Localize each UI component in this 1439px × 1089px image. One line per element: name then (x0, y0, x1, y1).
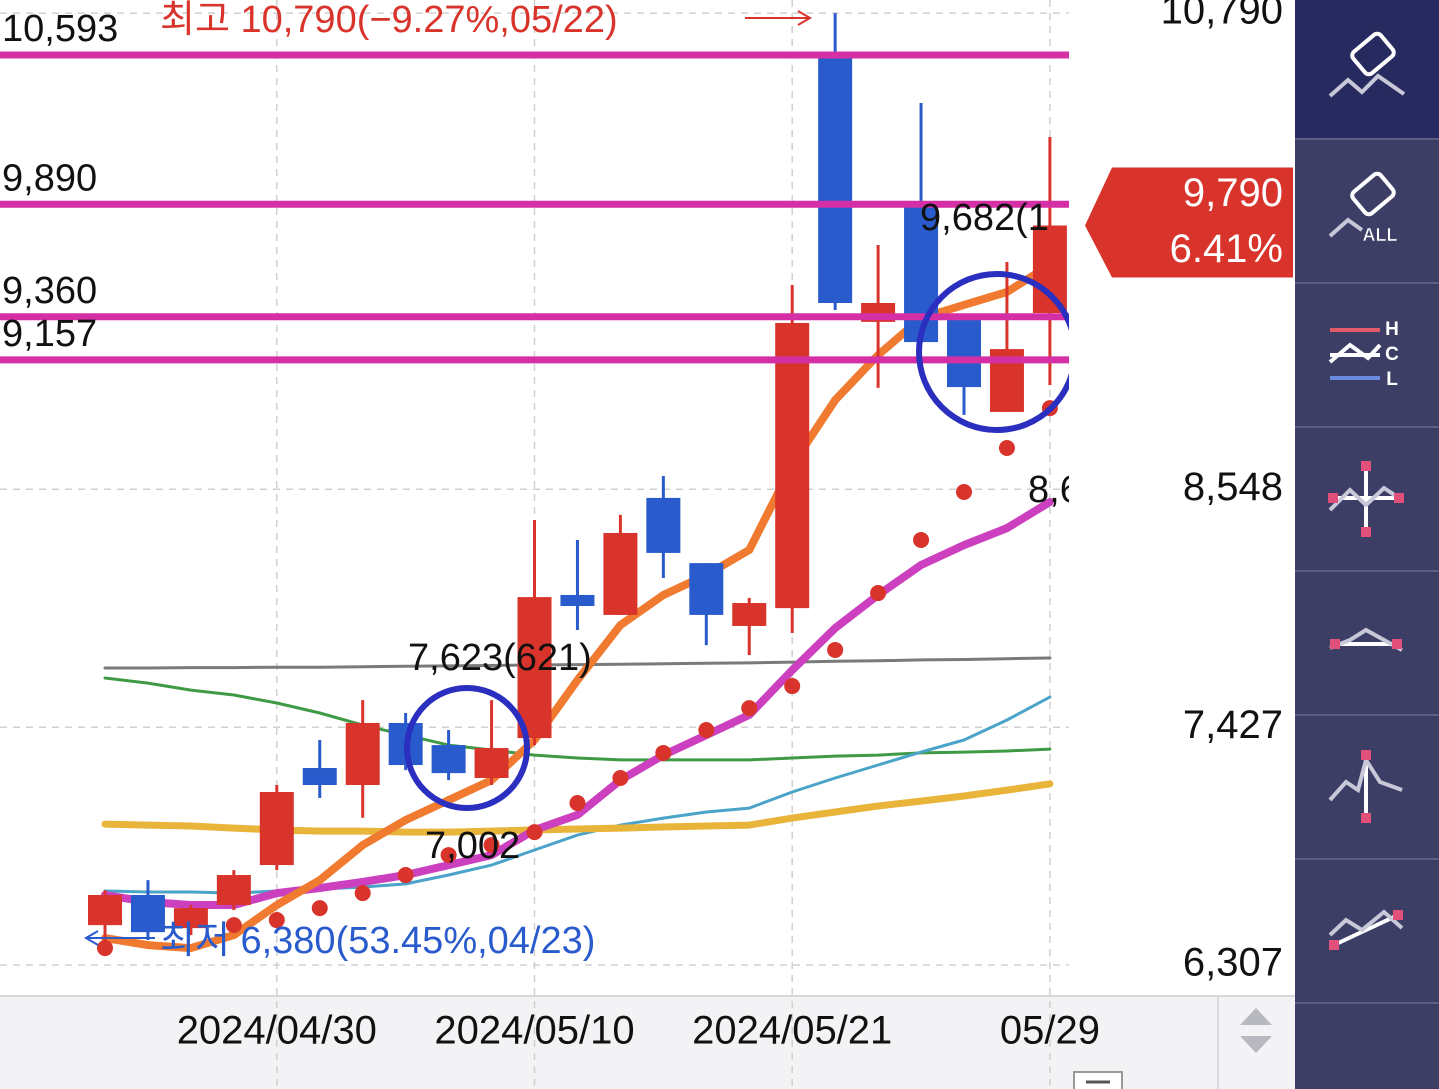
price-line-label: 9,157 (2, 313, 97, 355)
candle-body (173, 908, 208, 929)
toolbar-item-active[interactable] (1295, 0, 1439, 138)
sar-dot (440, 847, 457, 864)
x-tick-label: 2024/05/21 (692, 1009, 892, 1053)
sar-dot (354, 885, 371, 902)
ma-line (103, 695, 1052, 895)
current-price: 9,790 (1183, 171, 1283, 215)
annotation-arrowhead (84, 930, 99, 946)
sar-dot (870, 585, 887, 602)
highlight-circle (916, 271, 1069, 433)
candle-body (560, 594, 595, 607)
sar-dot (698, 722, 715, 739)
candle-body (818, 56, 853, 304)
y-tick-label: 8,548 (1183, 465, 1283, 509)
annotation: 7,623(621) (408, 637, 592, 679)
highlight-circle (404, 685, 530, 811)
y-tick-label: 10,790 (1161, 0, 1283, 33)
price-line-label: 9,890 (2, 157, 97, 199)
toolbar-dividers (1295, 138, 1439, 1004)
annotation: 최고 10,790(−9.27%,05/22) (160, 0, 618, 41)
sar-dot (655, 744, 672, 761)
sar-dot (483, 837, 500, 854)
x-tick-label: 05/29 (1000, 1009, 1100, 1053)
sar-dot (97, 940, 113, 957)
price-line-label: 9,360 (2, 270, 97, 312)
scroll-up[interactable] (1240, 1008, 1272, 1025)
sar-dot (311, 900, 328, 917)
ma-line (103, 676, 1052, 762)
x-tick-label: 2024/05/10 (434, 1009, 634, 1053)
candle-body (302, 768, 337, 786)
candle-body (646, 497, 681, 553)
current-change: 6.41% (1170, 227, 1283, 271)
sar-dot (956, 483, 972, 500)
sar-dot (827, 641, 844, 658)
toolbar-icons (1328, 31, 1406, 947)
annotation: 8,6 (1028, 469, 1081, 511)
ma-line (101, 261, 1054, 953)
candle-body (216, 875, 251, 905)
toolbar-label: ALL (1363, 225, 1398, 245)
annotations: 10,790 8,548 7,427 6,307 2024/04/30 2024/05/1… (84, 0, 1293, 1053)
sar-dot (526, 824, 543, 841)
sar-dot (569, 795, 586, 812)
candle-body (775, 322, 810, 609)
ma-line (103, 656, 1052, 670)
x-tick-label: 2024/04/30 (177, 1009, 377, 1053)
candle-body (517, 597, 552, 739)
sar-dot (225, 917, 242, 934)
candle-body (130, 894, 165, 933)
candle-body (603, 532, 638, 615)
candle-body (732, 603, 767, 626)
sar-dot (612, 769, 629, 786)
sar-dot (998, 440, 1015, 457)
annotation-arrowhead (797, 10, 812, 26)
toolbar-label: L (1386, 369, 1398, 390)
sar-dot (741, 700, 758, 717)
candle-body (474, 748, 509, 778)
toolbar-label: C (1385, 344, 1399, 365)
sar-dot (913, 531, 930, 548)
scroll-down[interactable] (1240, 1036, 1272, 1053)
candle-body (947, 318, 981, 388)
sar-dot (397, 867, 414, 884)
annotation: 9,682(1 (920, 197, 1049, 239)
y-tick-label: 7,427 (1183, 703, 1283, 747)
annotation: 최저 6,380(53.45%,04/23) (160, 920, 595, 962)
candle-body (345, 722, 380, 786)
sar-dot (784, 678, 801, 695)
candle-body (689, 563, 724, 615)
toolbar-label: H (1385, 319, 1399, 340)
y-tick-label: 6,307 (1183, 941, 1283, 985)
toolbar-handles (1328, 461, 1404, 950)
current-price-box (1085, 167, 1293, 278)
candle-body (431, 745, 466, 774)
price-line-label: 10,593 (2, 8, 118, 50)
annotation: 7,002 (425, 825, 520, 867)
sar-dot (268, 912, 285, 929)
candle-body (259, 792, 294, 866)
ma-line (101, 498, 1054, 909)
candle-body (88, 894, 122, 926)
